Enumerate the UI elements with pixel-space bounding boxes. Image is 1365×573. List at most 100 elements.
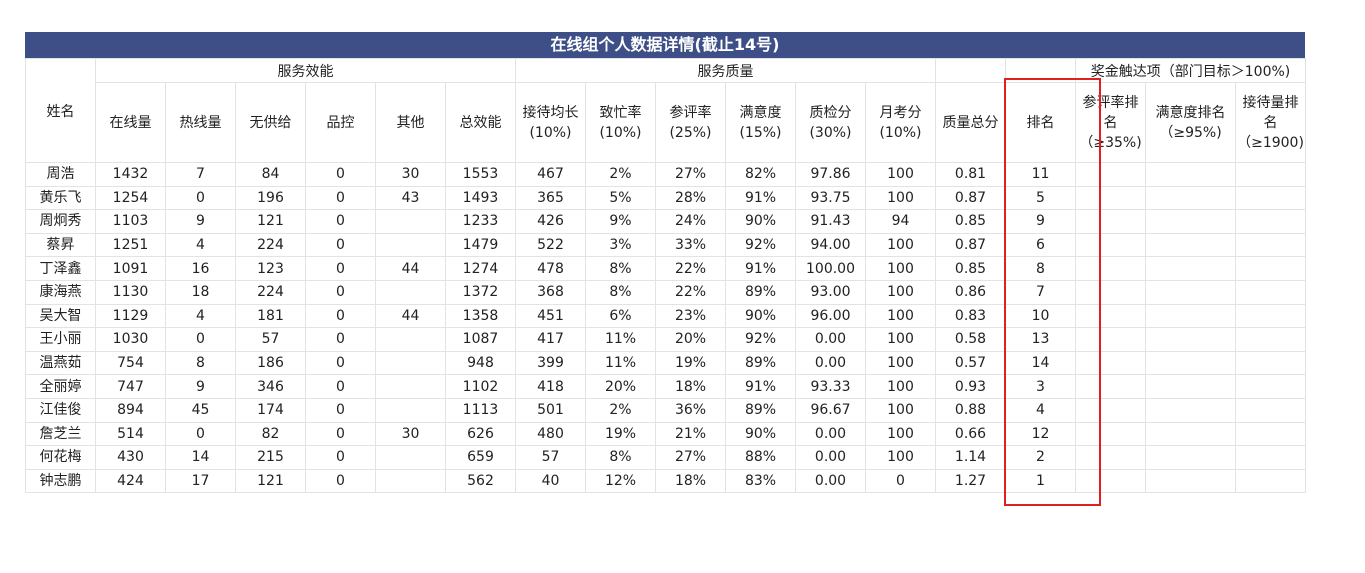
- table-cell[interactable]: 90%: [725, 303, 796, 329]
- table-cell[interactable]: [375, 350, 446, 376]
- table-cell[interactable]: 18%: [655, 374, 726, 399]
- table-cell[interactable]: 0.00: [795, 350, 866, 376]
- table-cell[interactable]: 121: [235, 468, 306, 494]
- table-cell[interactable]: [375, 468, 446, 494]
- table-cell[interactable]: 11: [1005, 162, 1076, 187]
- table-cell[interactable]: 45: [165, 397, 236, 423]
- table-cell[interactable]: 23%: [655, 303, 726, 329]
- table-cell[interactable]: 451: [515, 303, 586, 329]
- table-cell[interactable]: [1075, 162, 1146, 187]
- table-cell[interactable]: 89%: [725, 397, 796, 423]
- table-cell[interactable]: 84: [235, 162, 306, 187]
- table-cell[interactable]: [1075, 421, 1146, 447]
- table-cell[interactable]: [1234, 185, 1307, 211]
- table-cell[interactable]: 0: [305, 303, 376, 329]
- table-cell[interactable]: [1234, 350, 1307, 376]
- table-cell[interactable]: 19%: [655, 350, 726, 376]
- table-cell[interactable]: 562: [445, 468, 516, 494]
- table-cell[interactable]: 0.00: [795, 327, 866, 352]
- table-cell[interactable]: [375, 374, 446, 399]
- table-cell[interactable]: 0.00: [795, 421, 866, 447]
- row-name-cell[interactable]: 何花梅: [25, 445, 96, 470]
- table-cell[interactable]: 0.57: [935, 350, 1006, 376]
- table-cell[interactable]: [1234, 468, 1307, 494]
- table-cell[interactable]: 0.00: [795, 445, 866, 470]
- row-name-cell[interactable]: 温燕茹: [25, 350, 96, 376]
- table-cell[interactable]: 0.58: [935, 327, 1006, 352]
- table-cell[interactable]: 346: [235, 374, 306, 399]
- table-cell[interactable]: [1075, 374, 1146, 399]
- table-cell[interactable]: 100: [865, 397, 936, 423]
- table-cell[interactable]: 3%: [585, 232, 656, 258]
- table-cell[interactable]: [1234, 209, 1307, 234]
- table-cell[interactable]: 20%: [655, 327, 726, 352]
- table-cell[interactable]: 121: [235, 209, 306, 234]
- table-cell[interactable]: 8%: [585, 256, 656, 281]
- table-cell[interactable]: [1145, 445, 1236, 470]
- table-cell[interactable]: [1075, 445, 1146, 470]
- table-cell[interactable]: [1075, 209, 1146, 234]
- table-cell[interactable]: 14: [1005, 350, 1076, 376]
- table-cell[interactable]: [1234, 397, 1307, 423]
- table-cell[interactable]: 44: [375, 256, 446, 281]
- table-cell[interactable]: [1145, 350, 1236, 376]
- table-cell[interactable]: 467: [515, 162, 586, 187]
- table-cell[interactable]: 57: [515, 445, 586, 470]
- table-cell[interactable]: 5%: [585, 185, 656, 211]
- table-cell[interactable]: 21%: [655, 421, 726, 447]
- row-name-cell[interactable]: 钟志鹏: [25, 468, 96, 494]
- table-cell[interactable]: 33%: [655, 232, 726, 258]
- table-cell[interactable]: 24%: [655, 209, 726, 234]
- table-cell[interactable]: 2%: [585, 397, 656, 423]
- table-cell[interactable]: 0.00: [795, 468, 866, 494]
- row-name-cell[interactable]: 江佳俊: [25, 397, 96, 423]
- row-name-cell[interactable]: 詹芝兰: [25, 421, 96, 447]
- table-cell[interactable]: [1145, 256, 1236, 281]
- table-cell[interactable]: 96.00: [795, 303, 866, 329]
- table-cell[interactable]: 1432: [95, 162, 166, 187]
- table-cell[interactable]: 0: [305, 327, 376, 352]
- table-cell[interactable]: 88%: [725, 445, 796, 470]
- table-cell[interactable]: [1075, 350, 1146, 376]
- table-cell[interactable]: [1234, 421, 1307, 447]
- table-cell[interactable]: 20%: [585, 374, 656, 399]
- table-cell[interactable]: [375, 279, 446, 305]
- table-cell[interactable]: 0: [305, 468, 376, 494]
- table-cell[interactable]: [375, 445, 446, 470]
- table-cell[interactable]: 0: [305, 162, 376, 187]
- table-cell[interactable]: 1.14: [935, 445, 1006, 470]
- table-cell[interactable]: 40: [515, 468, 586, 494]
- table-cell[interactable]: 22%: [655, 279, 726, 305]
- table-cell[interactable]: [1145, 421, 1236, 447]
- table-cell[interactable]: [1234, 162, 1307, 187]
- table-cell[interactable]: 0: [165, 185, 236, 211]
- table-cell[interactable]: 1233: [445, 209, 516, 234]
- table-cell[interactable]: 0: [305, 209, 376, 234]
- table-cell[interactable]: 93.00: [795, 279, 866, 305]
- table-cell[interactable]: 948: [445, 350, 516, 376]
- table-cell[interactable]: 93.75: [795, 185, 866, 211]
- table-cell[interactable]: [1075, 327, 1146, 352]
- table-cell[interactable]: 522: [515, 232, 586, 258]
- table-cell[interactable]: 0.88: [935, 397, 1006, 423]
- table-cell[interactable]: 1274: [445, 256, 516, 281]
- table-cell[interactable]: 100: [865, 421, 936, 447]
- table-cell[interactable]: 0: [165, 327, 236, 352]
- table-cell[interactable]: 186: [235, 350, 306, 376]
- table-cell[interactable]: 1372: [445, 279, 516, 305]
- table-cell[interactable]: 754: [95, 350, 166, 376]
- table-cell[interactable]: 1553: [445, 162, 516, 187]
- table-cell[interactable]: 100: [865, 162, 936, 187]
- table-cell[interactable]: 0: [305, 421, 376, 447]
- table-cell[interactable]: 1087: [445, 327, 516, 352]
- table-cell[interactable]: 10: [1005, 303, 1076, 329]
- table-cell[interactable]: 82%: [725, 162, 796, 187]
- table-cell[interactable]: 501: [515, 397, 586, 423]
- table-cell[interactable]: 0.85: [935, 209, 1006, 234]
- table-cell[interactable]: 514: [95, 421, 166, 447]
- table-cell[interactable]: 0.93: [935, 374, 1006, 399]
- table-cell[interactable]: 0.66: [935, 421, 1006, 447]
- table-cell[interactable]: 368: [515, 279, 586, 305]
- table-cell[interactable]: 100: [865, 374, 936, 399]
- table-cell[interactable]: 90%: [725, 209, 796, 234]
